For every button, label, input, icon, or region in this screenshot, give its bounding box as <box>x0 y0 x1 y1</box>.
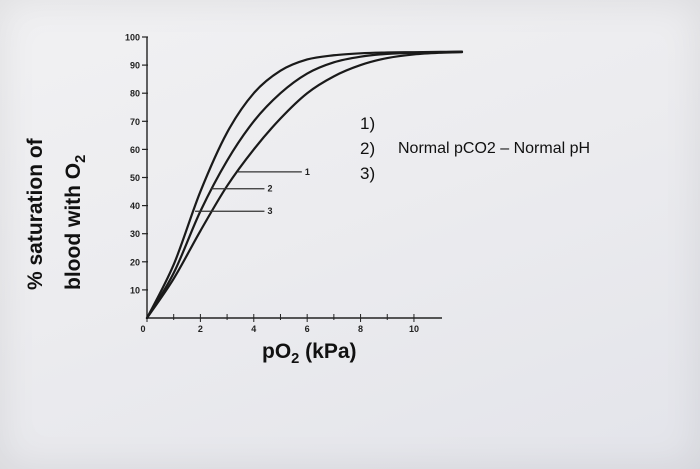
x-tick-label-4: 4 <box>251 324 256 334</box>
y-tick-label-100: 100 <box>125 33 140 43</box>
marker-label-2: 2 <box>267 184 272 194</box>
x-tick-label-6: 6 <box>305 324 310 334</box>
x-axis-label-unit: (kPa) <box>299 340 357 363</box>
y-tick-label-10: 10 <box>130 285 140 295</box>
x-axis-label-subscript: 2 <box>291 351 300 368</box>
legend-number-1: 1) <box>360 114 376 133</box>
x-tick-label-2: 2 <box>198 324 203 334</box>
y-tick-label-50: 50 <box>130 173 140 183</box>
marker-label-3: 3 <box>267 206 272 216</box>
marker-layer: 1 2 3 <box>195 167 310 216</box>
y-tick-label-20: 20 <box>130 257 140 267</box>
y-axis-label-text1: % saturation of <box>24 138 47 290</box>
y-tick-label-30: 30 <box>130 229 140 239</box>
x-axis-label: pO2 (kPa) <box>262 340 357 367</box>
x-axis-label-main: pO <box>262 340 292 363</box>
y-axis-label-line1: % saturation of <box>24 138 48 290</box>
y-tick-label-70: 70 <box>130 117 140 127</box>
series-layer <box>145 50 464 320</box>
curve-1 <box>145 50 464 320</box>
y-axis-label: % saturation of blood with O2 <box>24 60 104 290</box>
x-tick-label-0: 0 <box>140 324 145 334</box>
y-tick-label-80: 80 <box>130 89 140 99</box>
legend-number-3: 3) <box>360 164 376 183</box>
x-tick-label-8: 8 <box>358 324 363 334</box>
legend-condition-text: Normal pCO2 – Normal pH <box>398 140 591 157</box>
y-tick-label-40: 40 <box>130 201 140 211</box>
legend-number-2: 2) <box>360 139 376 158</box>
curve-2 <box>145 50 464 320</box>
marker-label-1: 1 <box>305 167 310 177</box>
axes-layer: 10 20 30 40 50 60 70 80 90 100 0 2 4 6 8 10 <box>125 33 442 334</box>
y-axis-label-subscript: 2 <box>73 154 90 163</box>
y-tick-label-90: 90 <box>130 61 140 71</box>
curve-3 <box>145 51 464 320</box>
y-axis-label-line2: blood with O2 <box>62 155 89 290</box>
x-tick-label-10: 10 <box>409 324 419 334</box>
y-axis-label-text2: blood with O <box>62 162 85 290</box>
y-tick-label-60: 60 <box>130 145 140 155</box>
